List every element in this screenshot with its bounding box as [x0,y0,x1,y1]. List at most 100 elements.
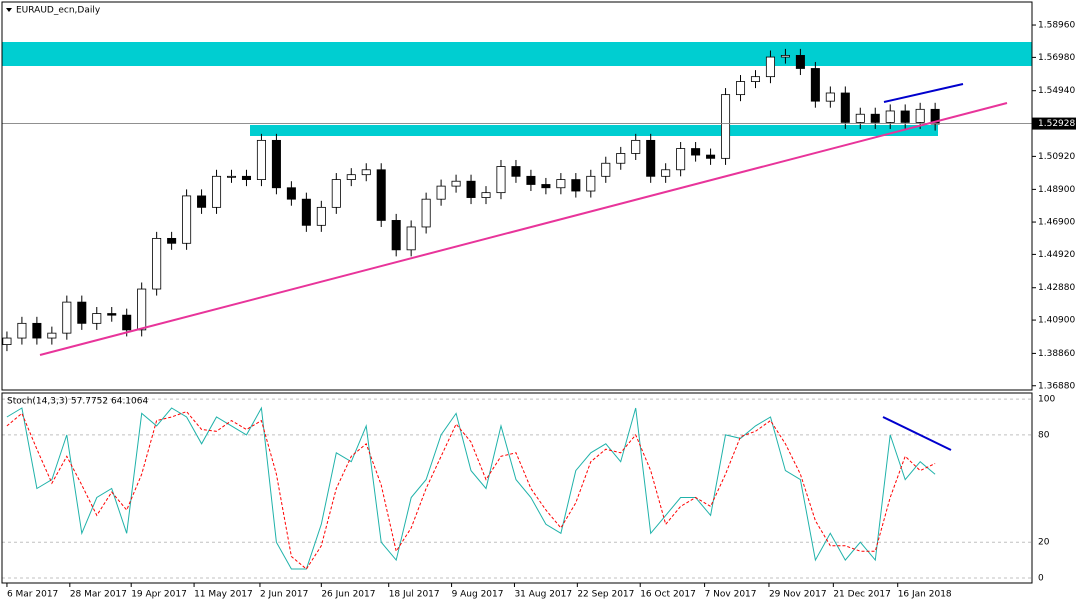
candle-body [421,198,431,228]
y-tick-label: 1.46900 [1038,218,1075,228]
y-tick-label: 1.54940 [1038,86,1075,96]
candle-body [62,301,72,334]
candle-body [212,175,222,208]
candle-body [406,226,416,251]
y-tick-label: 20 [1038,538,1050,548]
divergence-line [882,416,952,451]
x-tick-label: 31 Aug 2017 [514,590,572,600]
x-tick-label: 2 Jun 2017 [260,590,308,600]
candle-body [17,322,27,339]
candle-body [840,92,850,123]
candle-body [152,237,162,290]
price-panel [1,1,1033,391]
candle-body [930,108,940,125]
candle-body [466,180,476,198]
candle-body [795,55,805,69]
candle-body [47,332,57,339]
y-tick-label: 80 [1038,430,1050,440]
current-price-box [1032,117,1076,130]
support-zone [250,125,938,136]
candle-body [316,206,326,226]
y-tick-label: 1.50920 [1038,152,1075,162]
candle-body [870,113,880,123]
y-tick-label: 1.56980 [1038,53,1075,63]
y-tick-label: 1.36880 [1038,381,1075,391]
x-tick-label: 29 Nov 2017 [769,590,827,600]
candle-body [2,337,12,345]
candle-body [451,180,461,187]
candle-body [346,174,356,180]
candle-body [122,314,132,331]
x-tick-label: 16 Jan 2018 [898,590,952,600]
candle-body [226,175,237,178]
divergence-line [883,83,964,103]
x-tick-label: 22 Sep 2017 [577,590,634,600]
chart-title: EURAUD_ecn,Daily [16,6,101,16]
candle-body [436,185,446,200]
candle-body [182,195,192,244]
candle-body [526,175,536,185]
candle-body [376,169,386,221]
stoch-line [6,411,936,570]
candle-body [511,166,521,177]
candle-body [32,322,42,339]
candle-body [915,108,925,123]
candle-body [631,139,641,154]
y-tick-label: 1.38860 [1038,349,1075,359]
candle-body [107,313,117,316]
candle-body [496,166,506,194]
candle-body [765,56,775,78]
candle-body [721,94,731,159]
candle-body [331,179,341,208]
y-tick-label: 1.58960 [1038,21,1075,31]
candle-body [750,76,761,82]
candle-body [885,110,895,123]
candle-body [735,81,746,96]
candle-body [92,313,102,324]
candle-body [646,139,656,177]
indicator-title: Stoch(14,3,3) 57.7752 64.1064 [7,397,148,407]
candle-body [197,195,207,208]
candle-body [855,113,865,123]
candle-body [77,301,87,324]
candle-body [391,220,401,251]
resistance-zone [2,42,1032,66]
trend-line [39,102,1008,356]
candle-body [780,55,790,58]
x-tick-label: 21 Dec 2017 [833,590,891,600]
candle-body [481,192,491,198]
stoch-panel [1,392,1033,584]
candle-body [271,139,281,189]
candle-body [810,68,820,102]
candle-body [571,179,581,192]
current-price-label: 1.52928 [1038,119,1075,129]
candle-body [691,148,701,156]
candle-body [167,237,177,244]
candle-body [706,154,716,159]
menu-icon [6,8,12,12]
candle-body [301,198,311,226]
candle-body [661,169,671,177]
y-tick-label: 1.40900 [1038,316,1075,326]
candle-body [900,110,910,123]
y-tick-label: 1.48900 [1038,185,1075,195]
x-tick-label: 26 Jun 2017 [321,590,375,600]
x-tick-label: 16 Oct 2017 [640,590,696,600]
x-tick-label: 28 Mar 2017 [70,590,127,600]
x-tick-label: 7 Nov 2017 [705,590,757,600]
candle-body [137,288,147,331]
y-tick-label: 1.44920 [1038,250,1075,260]
candle-body [286,187,296,200]
stoch-line [6,406,936,570]
y-tick-label: 100 [1038,395,1055,405]
candle-body [616,153,626,164]
candle-body [241,175,251,180]
candle-body [601,162,611,177]
candle-body [556,179,566,189]
candle-body [825,92,835,102]
candle-body [361,169,371,176]
x-tick-label: 9 Aug 2017 [452,590,504,600]
candle-body [676,148,686,171]
